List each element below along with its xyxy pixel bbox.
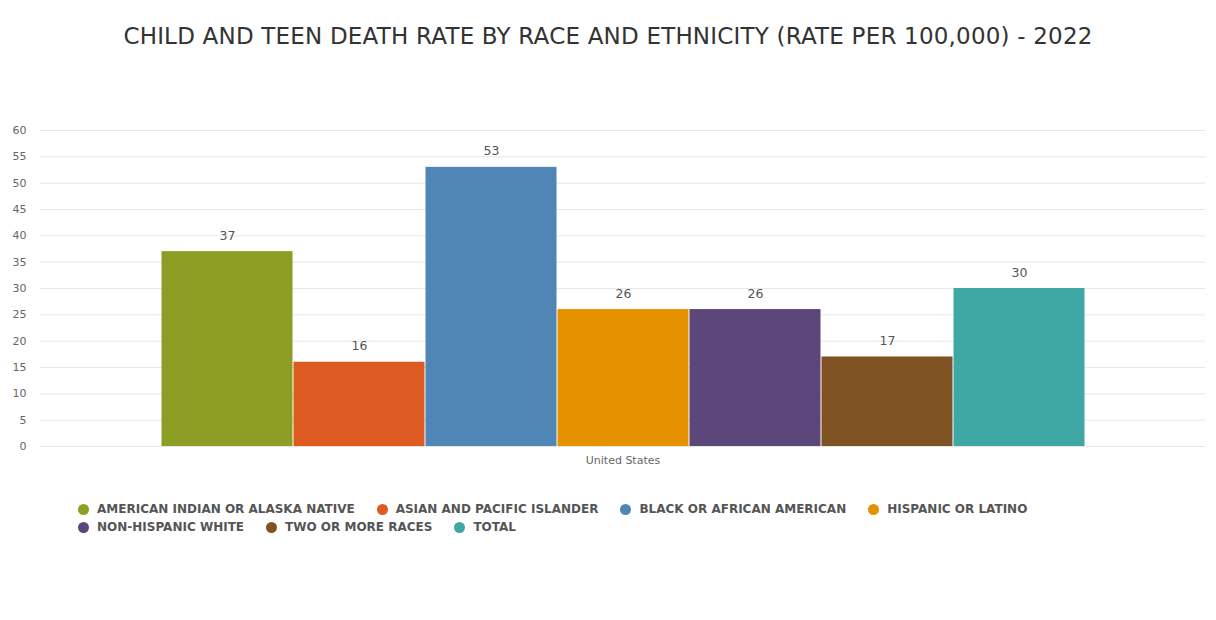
svg-text:5: 5 — [20, 414, 27, 427]
svg-text:17: 17 — [880, 333, 896, 348]
svg-text:30: 30 — [13, 282, 27, 295]
svg-text:26: 26 — [748, 286, 764, 301]
svg-text:40: 40 — [13, 229, 27, 242]
svg-text:45: 45 — [13, 203, 27, 216]
html-text:CHILD AND TEEN DEATH RATE BY R: CHILD AND TEEN DEATH RATE BY RACE AND ET… — [123, 23, 1093, 49]
html-text:BLACK OR AFRICAN AMERICAN: BLACK OR AFRICAN AMERICAN — [639, 502, 847, 516]
svg-text:20: 20 — [13, 335, 27, 348]
svg-text:26: 26 — [616, 286, 632, 301]
svg-text:55: 55 — [13, 150, 27, 163]
svg-text:30: 30 — [1012, 265, 1028, 280]
svg-text:0: 0 — [20, 440, 27, 453]
svg-text:United States: United States — [586, 454, 661, 467]
svg-text:25: 25 — [13, 308, 27, 321]
svg-text:50: 50 — [13, 177, 27, 190]
html-text:ASIAN AND PACIFIC ISLANDER: ASIAN AND PACIFIC ISLANDER — [395, 502, 599, 516]
html-text:TOTAL: TOTAL — [473, 520, 516, 534]
svg-text:37: 37 — [220, 228, 236, 243]
svg-text:16: 16 — [352, 338, 368, 353]
svg-text:10: 10 — [13, 387, 27, 400]
svg-text:35: 35 — [13, 256, 27, 269]
html-text:AMERICAN INDIAN OR ALASKA NATI: AMERICAN INDIAN OR ALASKA NATIVE — [97, 502, 355, 516]
svg-text:15: 15 — [13, 361, 27, 374]
svg-text:60: 60 — [13, 124, 27, 137]
html-text:HISPANIC OR LATINO: HISPANIC OR LATINO — [887, 502, 1028, 516]
html-text:NON-HISPANIC WHITE: NON-HISPANIC WHITE — [97, 520, 244, 534]
svg-text:53: 53 — [484, 143, 500, 158]
html-text:TWO OR MORE RACES: TWO OR MORE RACES — [285, 520, 433, 534]
